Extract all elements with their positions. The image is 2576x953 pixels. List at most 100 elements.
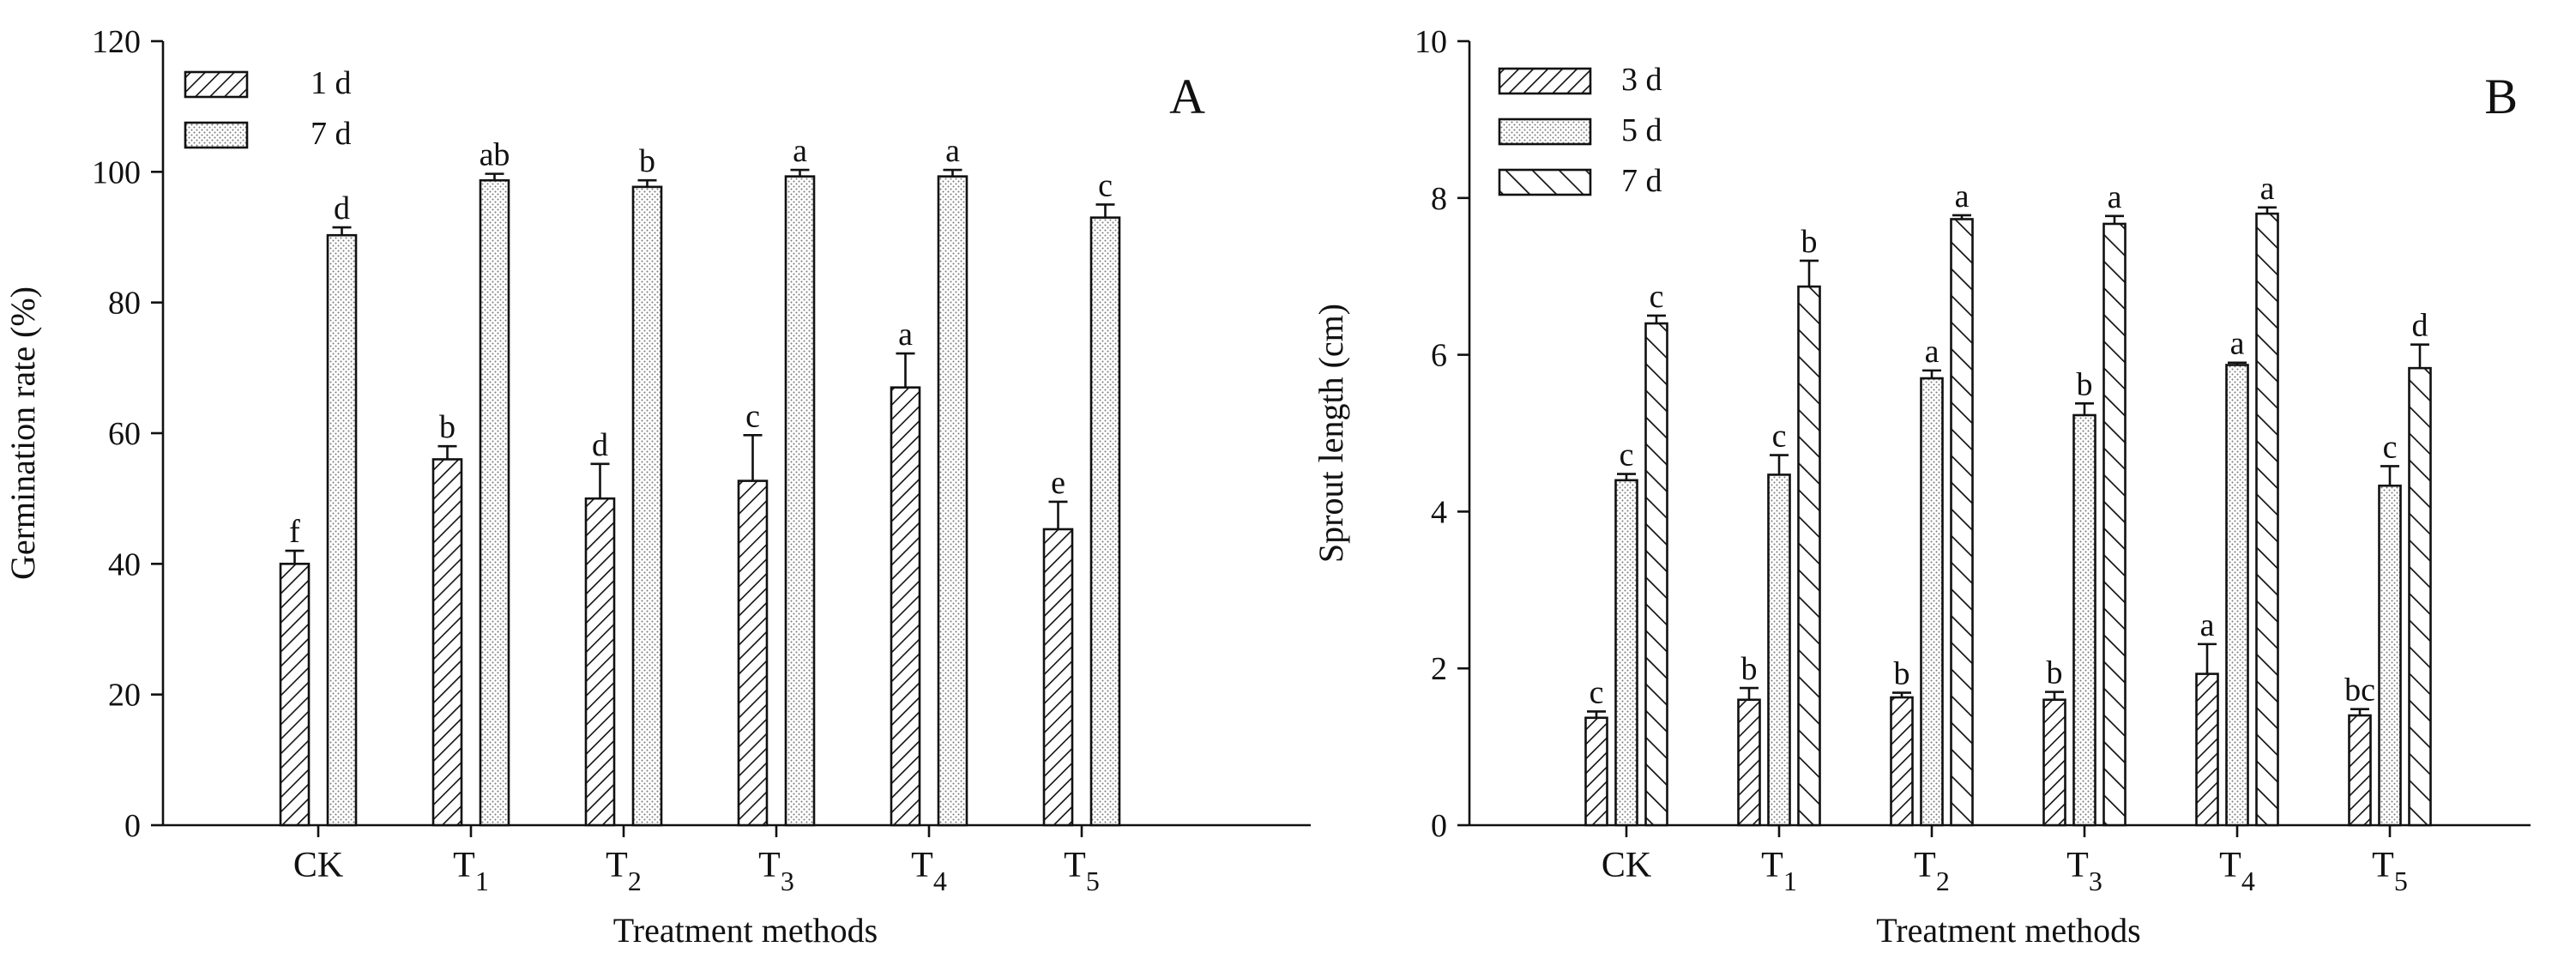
panel-a-germination-chart: 0 20 40 60 80 100 120 Germination rate (%) Treat… (3, 24, 1311, 950)
x-tick-label-subscript: 4 (2241, 866, 2255, 896)
x-tick-label-base: CK (1602, 846, 1651, 885)
x-tick-label-base: T (911, 846, 933, 885)
bar (2195, 673, 2219, 827)
x-tick-label: T1 (1761, 846, 1797, 896)
x-tick-label: T2 (1914, 846, 1950, 896)
significance-letter: f (289, 514, 300, 550)
bar (2102, 222, 2127, 827)
y-axis-title: Germination rate (%) (3, 287, 42, 580)
x-tick-label: T5 (1064, 846, 1100, 896)
bar (584, 497, 616, 827)
x-tick-label: T4 (911, 846, 947, 896)
bar (479, 178, 510, 827)
y-tick-label: 0 (1431, 808, 1447, 844)
x-tick-label: CK (1602, 846, 1651, 885)
bar (1614, 479, 1638, 827)
legend-swatch (184, 70, 249, 99)
x-tick-label-base: T (606, 846, 628, 885)
legend-swatch (184, 121, 249, 149)
x-tick-label-subscript: 1 (475, 866, 489, 896)
significance-letter: a (2200, 607, 2215, 643)
significance-letter: a (1955, 178, 1970, 214)
panel-letter: B (2484, 69, 2518, 124)
y-tick-label: 40 (108, 546, 141, 582)
significance-letter: ab (480, 137, 510, 173)
x-tick-label-base: T (2219, 846, 2241, 885)
x-tick-label-subscript: 4 (933, 866, 947, 896)
x-tick-label-base: CK (293, 846, 343, 885)
x-tick-label-base: T (2372, 846, 2394, 885)
legend-label: 5 d (1621, 112, 1662, 148)
legend-label: 1 d (311, 65, 352, 101)
y-tick-label: 10 (1415, 24, 1447, 60)
x-tick-label-subscript: 5 (2394, 866, 2408, 896)
significance-letter: b (439, 409, 455, 445)
x-tick-label-subscript: 2 (1936, 866, 1950, 896)
significance-letter: b (1741, 651, 1758, 687)
y-tick-label: 100 (92, 154, 141, 190)
x-tick-label: CK (293, 846, 343, 885)
significance-letter: c (1620, 437, 1634, 473)
bar (631, 185, 663, 827)
significance-letter: c (1772, 419, 1787, 455)
x-tick-label: T4 (2219, 846, 2255, 896)
significance-letter: c (1590, 674, 1604, 710)
x-tick-label: T2 (606, 846, 642, 896)
bar (326, 233, 358, 827)
bar (937, 175, 968, 827)
bar (1797, 285, 1821, 827)
significance-letter: a (2260, 171, 2275, 207)
bar (2378, 484, 2402, 827)
panel-b-sprout-chart: 0 2 4 6 8 10 Sprout length (cm) Treatment metho… (1312, 24, 2531, 950)
significance-letter: c (2383, 429, 2398, 465)
bar (1950, 218, 1974, 827)
bar (1644, 322, 1668, 827)
bar (2255, 212, 2279, 827)
x-tick-label-base: T (758, 846, 781, 885)
significance-letter: a (793, 133, 807, 169)
x-tick-label-base: T (2066, 846, 2089, 885)
legend-swatch (1498, 67, 1592, 95)
x-tick-label-subscript: 3 (2089, 866, 2102, 896)
significance-letter: a (945, 133, 960, 169)
y-tick-label: 4 (1431, 494, 1447, 530)
significance-letter: b (2077, 366, 2093, 402)
significance-letter: b (2047, 655, 2063, 691)
significance-letter: b (1801, 224, 1818, 260)
bar (2225, 364, 2249, 827)
x-axis-title: Treatment methods (613, 911, 878, 950)
significance-letter: a (1925, 334, 1940, 370)
significance-letter: a (2108, 179, 2122, 215)
bar (2348, 714, 2372, 827)
x-tick-label-base: T (1064, 846, 1086, 885)
legend-label: 7 d (1621, 163, 1662, 199)
legend-label: 3 d (1621, 62, 1662, 98)
x-tick-label: T1 (453, 846, 489, 896)
legend-swatch (1498, 118, 1592, 146)
significance-letter: a (898, 317, 913, 353)
bar (737, 480, 769, 827)
significance-letter: d (592, 427, 608, 463)
bar (2042, 698, 2066, 827)
y-tick-label: 120 (92, 24, 141, 60)
y-tick-label: 8 (1431, 181, 1447, 217)
bar (1737, 698, 1761, 827)
bar (279, 563, 311, 827)
y-tick-label: 60 (108, 416, 141, 452)
x-tick-label-subscript: 3 (781, 866, 794, 896)
bar (1767, 473, 1791, 827)
x-tick-label-subscript: 1 (1783, 866, 1797, 896)
x-tick-label-subscript: 5 (1086, 866, 1100, 896)
x-axis-title: Treatment methods (1876, 911, 2141, 950)
bar (1089, 216, 1121, 827)
x-tick-label-subscript: 2 (628, 866, 642, 896)
y-tick-label: 20 (108, 678, 141, 714)
significance-letter: c (1098, 167, 1113, 203)
bar (2072, 413, 2096, 827)
significance-letter: d (334, 190, 350, 226)
x-tick-label-base: T (453, 846, 475, 885)
bar (1920, 377, 1944, 827)
significance-letter: c (1650, 279, 1664, 315)
significance-letter: b (639, 143, 655, 179)
